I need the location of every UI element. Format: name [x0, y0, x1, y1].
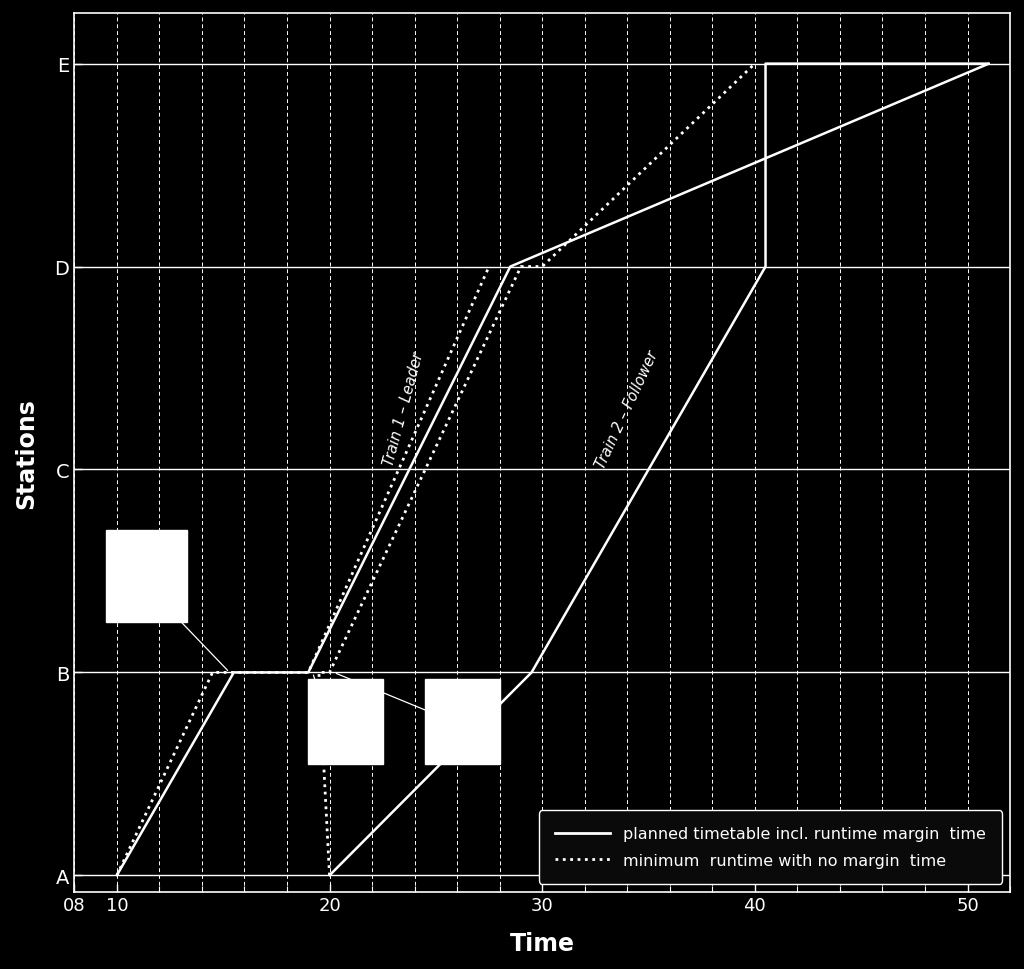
- Legend: planned timetable incl. runtime margin  time, minimum  runtime with no margin  t: planned timetable incl. runtime margin t…: [539, 811, 1002, 884]
- Bar: [106, 531, 187, 622]
- Bar: [425, 679, 500, 764]
- Bar: [308, 679, 383, 764]
- Y-axis label: Stations: Stations: [14, 397, 38, 508]
- Text: Train 2 – Follower: Train 2 – Follower: [593, 348, 662, 470]
- X-axis label: Time: Time: [510, 931, 574, 955]
- Text: Train 1 – Leader: Train 1 – Leader: [382, 351, 426, 468]
